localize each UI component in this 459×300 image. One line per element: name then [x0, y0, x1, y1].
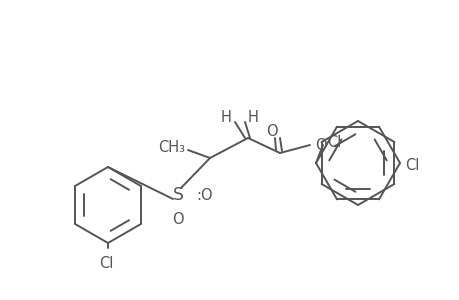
Text: CH₃: CH₃	[157, 140, 185, 155]
Text: H: H	[247, 110, 258, 125]
Text: Cl: Cl	[326, 135, 341, 150]
Text: S: S	[172, 186, 183, 204]
Text: O: O	[314, 137, 326, 152]
Text: H: H	[221, 110, 231, 125]
Text: O: O	[172, 212, 184, 227]
Text: Cl: Cl	[404, 158, 419, 172]
Text: O: O	[266, 124, 277, 139]
Text: Cl: Cl	[99, 256, 113, 271]
Text: :O: :O	[196, 188, 212, 202]
